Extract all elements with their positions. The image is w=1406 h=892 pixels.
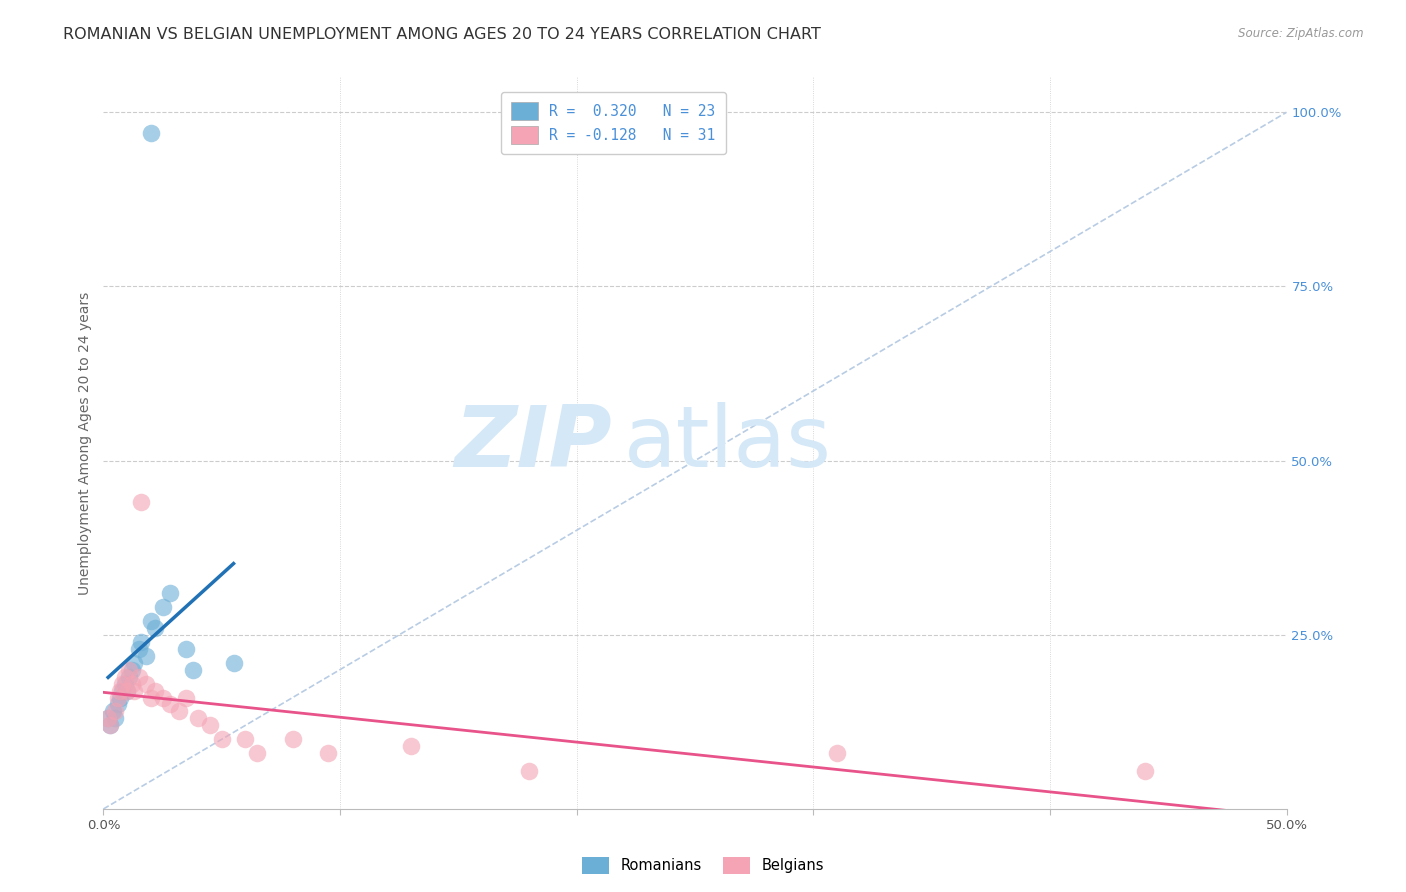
- Point: [174, 690, 197, 705]
- Point: [399, 739, 422, 754]
- Text: atlas: atlas: [624, 401, 832, 484]
- Point: [1133, 764, 1156, 778]
- Point: [108, 683, 131, 698]
- Point: [129, 634, 152, 648]
- Point: [181, 663, 204, 677]
- Point: [167, 705, 190, 719]
- Y-axis label: Unemployment Among Ages 20 to 24 years: Unemployment Among Ages 20 to 24 years: [79, 292, 93, 595]
- Point: [159, 698, 181, 712]
- Point: [104, 705, 127, 719]
- Point: [115, 683, 138, 698]
- Point: [122, 656, 145, 670]
- Point: [139, 126, 162, 140]
- Legend: Romanians, Belgians: Romanians, Belgians: [576, 851, 830, 880]
- Point: [222, 656, 245, 670]
- Point: [139, 614, 162, 628]
- Point: [107, 698, 129, 712]
- Point: [825, 746, 848, 760]
- Point: [145, 621, 167, 635]
- Point: [246, 746, 269, 760]
- Point: [108, 690, 131, 705]
- Point: [107, 690, 129, 705]
- Point: [114, 676, 136, 690]
- Point: [128, 670, 150, 684]
- Point: [187, 711, 209, 725]
- Point: [517, 764, 540, 778]
- Point: [104, 711, 127, 725]
- Point: [115, 683, 138, 698]
- Point: [235, 732, 257, 747]
- Text: Source: ZipAtlas.com: Source: ZipAtlas.com: [1239, 27, 1364, 40]
- Point: [198, 718, 221, 732]
- Point: [114, 670, 136, 684]
- Point: [121, 663, 143, 677]
- Point: [118, 670, 141, 684]
- Point: [100, 718, 122, 732]
- Point: [135, 648, 157, 663]
- Point: [122, 683, 145, 698]
- Point: [135, 676, 157, 690]
- Point: [316, 746, 339, 760]
- Point: [129, 495, 152, 509]
- Text: ZIP: ZIP: [454, 401, 612, 484]
- Point: [152, 690, 174, 705]
- Point: [111, 683, 134, 698]
- Point: [97, 711, 120, 725]
- Point: [100, 718, 122, 732]
- Point: [211, 732, 233, 747]
- Point: [101, 705, 124, 719]
- Point: [145, 683, 167, 698]
- Point: [97, 711, 120, 725]
- Point: [118, 663, 141, 677]
- Point: [121, 676, 143, 690]
- Text: ROMANIAN VS BELGIAN UNEMPLOYMENT AMONG AGES 20 TO 24 YEARS CORRELATION CHART: ROMANIAN VS BELGIAN UNEMPLOYMENT AMONG A…: [63, 27, 821, 42]
- Point: [128, 641, 150, 656]
- Point: [174, 641, 197, 656]
- Point: [281, 732, 304, 747]
- Point: [111, 676, 134, 690]
- Point: [139, 690, 162, 705]
- Legend: R =  0.320   N = 23, R = -0.128   N = 31: R = 0.320 N = 23, R = -0.128 N = 31: [501, 92, 725, 154]
- Point: [159, 586, 181, 600]
- Point: [152, 599, 174, 614]
